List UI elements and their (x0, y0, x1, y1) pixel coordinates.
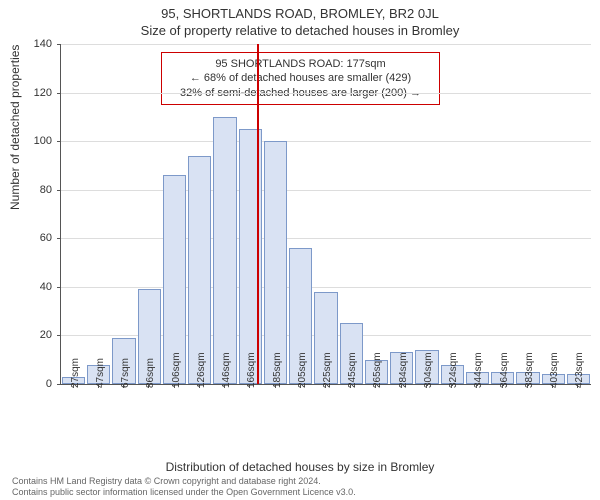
xtick-label: 265sqm (372, 352, 383, 388)
y-axis-label: Number of detached properties (8, 45, 22, 210)
xtick-label: 126sqm (196, 352, 207, 388)
xtick-label: 344sqm (473, 352, 484, 388)
annotation-line2: ← 68% of detached houses are smaller (42… (168, 71, 433, 85)
xtick-label: 67sqm (120, 358, 131, 388)
xtick-label: 423sqm (574, 352, 585, 388)
xtick-label: 284sqm (398, 352, 409, 388)
bar (264, 141, 287, 384)
footer-line1: Contains HM Land Registry data © Crown c… (12, 476, 356, 487)
xtick-label: 86sqm (145, 358, 156, 388)
ytick (57, 335, 61, 336)
xtick-label: 185sqm (272, 352, 283, 388)
footer: Contains HM Land Registry data © Crown c… (12, 476, 356, 498)
plot: 95 SHORTLANDS ROAD: 177sqm ← 68% of deta… (60, 44, 591, 385)
gridline (61, 93, 591, 94)
ytick (57, 238, 61, 239)
ytick (57, 141, 61, 142)
gridline (61, 141, 591, 142)
ytick (57, 384, 61, 385)
reference-line (257, 44, 259, 384)
ytick-label: 20 (22, 329, 52, 341)
gridline (61, 44, 591, 45)
xtick-label: 304sqm (423, 352, 434, 388)
ytick-label: 60 (22, 232, 52, 244)
xtick-label: 364sqm (499, 352, 510, 388)
ytick (57, 93, 61, 94)
xtick-label: 324sqm (448, 352, 459, 388)
xtick-label: 27sqm (70, 358, 81, 388)
xtick-label: 403sqm (549, 352, 560, 388)
annotation-box: 95 SHORTLANDS ROAD: 177sqm ← 68% of deta… (161, 52, 440, 105)
gridline (61, 238, 591, 239)
ytick-label: 80 (22, 184, 52, 196)
gridline (61, 190, 591, 191)
ytick-label: 40 (22, 281, 52, 293)
footer-line2: Contains public sector information licen… (12, 487, 356, 498)
xtick-label: 106sqm (171, 352, 182, 388)
xtick-label: 47sqm (95, 358, 106, 388)
ytick (57, 190, 61, 191)
title-primary: 95, SHORTLANDS ROAD, BROMLEY, BR2 0JL (0, 0, 600, 21)
xtick-label: 383sqm (524, 352, 535, 388)
bar (213, 117, 236, 384)
annotation-line1: 95 SHORTLANDS ROAD: 177sqm (168, 57, 433, 71)
ytick-label: 140 (22, 38, 52, 50)
gridline (61, 287, 591, 288)
bar (188, 156, 211, 384)
ytick-label: 100 (22, 135, 52, 147)
xtick-label: 146sqm (221, 352, 232, 388)
ytick-label: 120 (22, 87, 52, 99)
title-secondary: Size of property relative to detached ho… (0, 21, 600, 38)
ytick-label: 0 (22, 378, 52, 390)
ytick (57, 44, 61, 45)
xtick-label: 205sqm (297, 352, 308, 388)
ytick (57, 287, 61, 288)
x-axis-label: Distribution of detached houses by size … (0, 460, 600, 474)
xtick-label: 166sqm (246, 352, 257, 388)
chart-area: 95 SHORTLANDS ROAD: 177sqm ← 68% of deta… (60, 44, 590, 414)
xtick-label: 245sqm (347, 352, 358, 388)
xtick-label: 225sqm (322, 352, 333, 388)
